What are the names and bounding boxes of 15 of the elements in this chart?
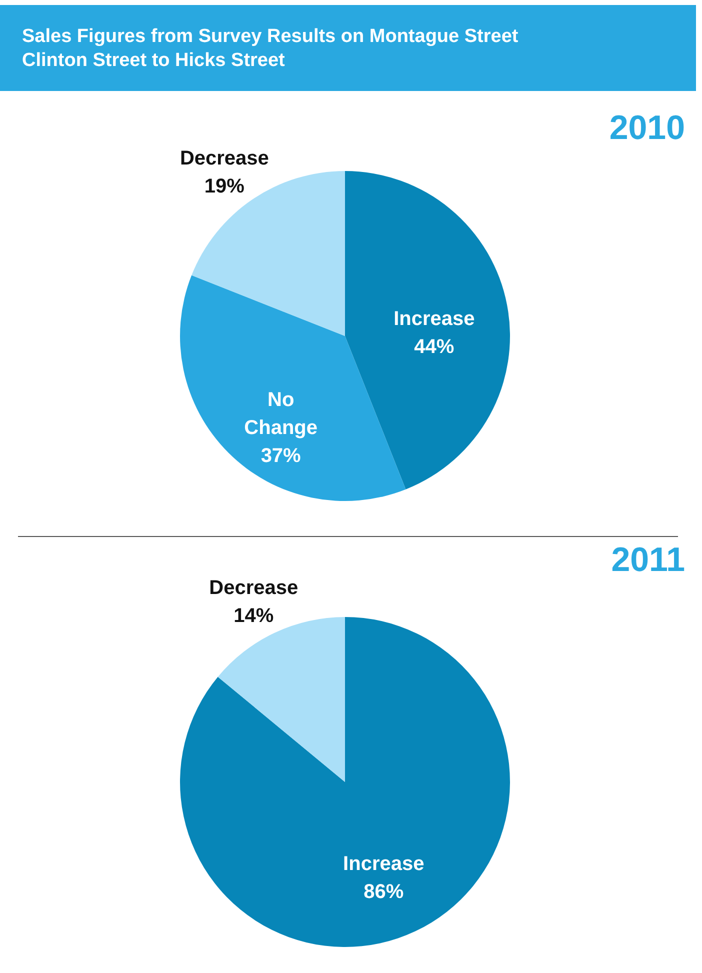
slice-label: No Change (244, 389, 318, 440)
data-label: 86% (364, 881, 404, 904)
text: 2011 (611, 540, 685, 579)
text: 2010 (609, 109, 685, 147)
slice-label: Decrease (209, 576, 298, 599)
slice-label: Increase (394, 308, 475, 330)
data-label: 19% (204, 176, 245, 198)
text: Sales Figures from Survey Results on Montague Street Clinton Street to Hicks Street (0, 5, 564, 91)
slice-label: Decrease (180, 148, 269, 170)
pie-slice (345, 171, 510, 490)
pie-slice (192, 171, 345, 336)
data-label: 14% (234, 604, 274, 627)
data-label: 37% (260, 445, 302, 468)
data-label: 44% (414, 336, 454, 358)
slice-label: Increase (343, 853, 424, 876)
